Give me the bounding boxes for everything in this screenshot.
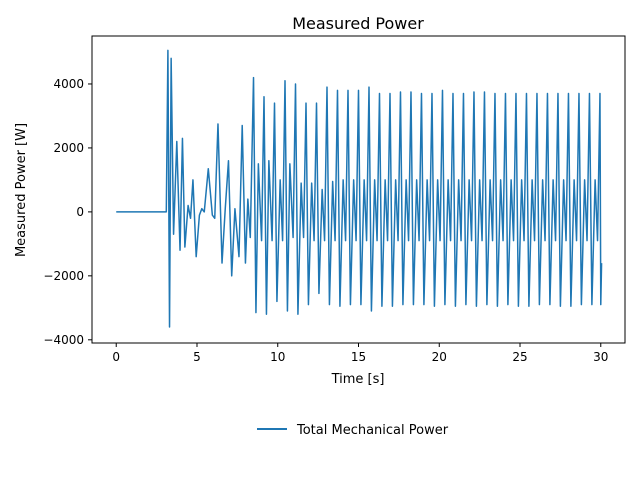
legend-label: Total Mechanical Power [296,423,449,438]
x-tick-label: 15 [351,350,366,364]
y-tick-label: −2000 [43,269,84,283]
x-tick-label: 0 [112,350,120,364]
axes-frame [91,35,626,344]
x-tick-label: 25 [512,350,527,364]
y-axis-label: Measured Power [W] [14,123,29,257]
x-tick-label: 30 [593,350,608,364]
chart-title: Measured Power [292,14,424,33]
y-axis: −4000 −2000 0 2000 4000 [43,77,92,347]
y-tick-label: −4000 [43,333,84,347]
x-tick-label: 20 [432,350,447,364]
x-tick-label: 5 [193,350,201,364]
plot-area [116,49,603,328]
x-tick-label: 10 [270,350,285,364]
y-tick-label: 2000 [53,141,84,155]
y-tick-label: 0 [76,205,84,219]
x-axis: 0 5 10 15 20 25 30 [112,343,608,364]
legend: Total Mechanical Power [257,423,449,438]
y-tick-label: 4000 [53,77,84,91]
x-axis-label: Time [s] [331,372,385,387]
series-line-total-mechanical-power [116,49,603,328]
